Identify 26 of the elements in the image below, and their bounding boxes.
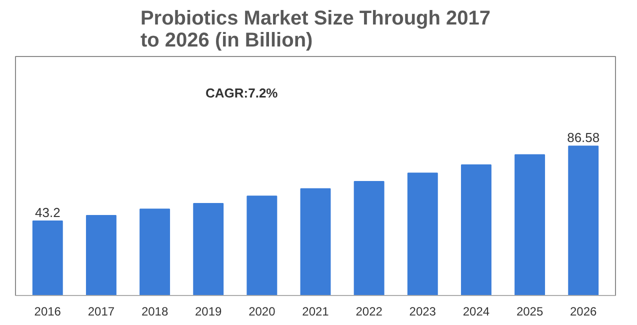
x-tick-label: 2022: [356, 304, 383, 318]
x-tick-label: 2025: [516, 304, 544, 318]
x-tick-label: 2016: [34, 304, 62, 318]
bar: [140, 208, 170, 296]
data-label: 86.58: [567, 130, 600, 146]
bar: [514, 154, 546, 296]
x-tick-label: 2024: [462, 304, 490, 318]
bar: [86, 214, 116, 296]
chart-title: Probiotics Market Size Through 2017 to 2026 (in Billion): [140, 8, 491, 52]
x-tick-label: 2019: [195, 304, 222, 318]
text: CAGR:7.2%: [206, 86, 278, 100]
bar: [193, 203, 224, 296]
bar: [354, 180, 384, 296]
x-tick-label: 2020: [248, 304, 276, 318]
bar: [568, 146, 599, 296]
x-tick-label: 2023: [409, 304, 436, 318]
x-tick-label: 2018: [141, 304, 168, 318]
bar: [246, 196, 278, 296]
x-tick-label: 2021: [302, 304, 330, 318]
bar: [460, 164, 492, 296]
data-label: 43.2: [34, 204, 60, 220]
bar: [407, 172, 438, 296]
bar: [300, 188, 331, 296]
bar: [32, 220, 63, 296]
x-tick-label: 2017: [88, 304, 115, 318]
x-tick-label: 2026: [570, 304, 598, 318]
